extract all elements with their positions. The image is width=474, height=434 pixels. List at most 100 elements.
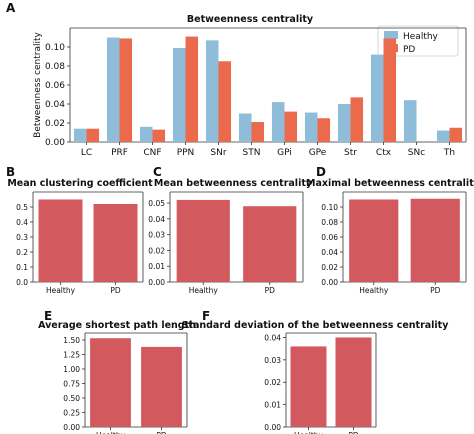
y-axis-label: Betweenness centrality <box>33 32 43 138</box>
panel-b-title: Mean clustering coefficient <box>7 178 153 189</box>
y-tick-label: 1.25 <box>63 350 80 359</box>
x-tick-label: PD <box>110 286 121 295</box>
bar-healthy-snc <box>403 100 417 142</box>
plots-group: 0.00 0.02 0.04 0.06 0.08 0.10 LC PRF CNF PPN SNr ST… <box>16 27 467 434</box>
panel-e-title: Average shortest path length <box>38 320 196 331</box>
y-tick-label: 0.00 <box>321 278 338 287</box>
x-tick-label: PPN <box>177 148 195 158</box>
legend-label-pd: PD <box>403 45 415 55</box>
y-tick-label: 0.03 <box>148 231 165 240</box>
panel-b-letter: B <box>6 165 15 179</box>
bar-pd-ctx <box>383 38 397 143</box>
plot-4: 0.00 0.25 0.50 0.75 1.00 1.25 1.50 Healthy PD <box>63 332 188 434</box>
bar-healthy <box>176 199 230 282</box>
y-tick-label: 0.08 <box>45 62 65 72</box>
y-tick-label: 0.25 <box>63 408 80 417</box>
x-tick-label: SNr <box>210 148 226 158</box>
y-tick-label: 0.04 <box>148 215 165 224</box>
bar-pd <box>141 346 182 427</box>
bar-healthy <box>290 346 327 427</box>
y-tick-label: 0.50 <box>63 394 80 403</box>
x-tick-label: PD <box>265 286 276 295</box>
x-tick-label: Healthy <box>359 286 389 295</box>
bar-healthy <box>38 199 83 282</box>
y-tick-label: 0.06 <box>321 233 338 242</box>
bar-healthy <box>90 338 131 427</box>
y-tick-label: 0.06 <box>45 81 65 91</box>
y-tick-label: 1.50 <box>63 336 80 345</box>
panel-c-letter: C <box>153 165 162 179</box>
y-tick-label: 0.04 <box>264 333 281 342</box>
y-tick-label: 0.00 <box>45 138 65 148</box>
y-tick-label: 0.00 <box>63 423 80 432</box>
y-tick-label: 0.04 <box>45 100 65 110</box>
y-tick-label: 0.01 <box>264 401 281 410</box>
y-tick-label: 0.04 <box>321 248 338 257</box>
panel-e-letter: E <box>44 309 52 323</box>
y-tick-label: 0.10 <box>321 203 338 212</box>
y-tick-label: 0.01 <box>148 262 165 271</box>
bar-healthy-lc <box>73 128 87 142</box>
y-tick-label: 0.4 <box>16 218 28 227</box>
panel-f-title: Standard deviation of the betweenness ce… <box>182 320 450 331</box>
bar-pd <box>335 337 372 427</box>
panel-d-letter: D <box>316 165 326 179</box>
panel-d-title: Maximal betweenness centrality <box>306 178 474 189</box>
x-tick-label: Th <box>443 148 455 158</box>
bar-healthy-cnf <box>139 126 153 142</box>
bar-pd-stn <box>251 122 265 142</box>
bar-healthy-prf <box>106 37 120 142</box>
bar-pd-ppn <box>185 36 199 142</box>
bar-pd-snr <box>218 61 232 142</box>
bar-pd-lc <box>86 128 100 142</box>
x-tick-label: PRF <box>111 148 128 158</box>
x-tick-label: PD <box>430 286 441 295</box>
bar-healthy-ppn <box>172 47 186 143</box>
bar-healthy-str <box>337 104 351 142</box>
bar-pd-cnf <box>152 129 166 142</box>
y-tick-label: 0.00 <box>148 278 165 287</box>
x-tick-label: SNc <box>408 148 425 158</box>
bar-pd-gpe <box>317 118 331 142</box>
bar-pd-th <box>449 127 463 142</box>
bar-healthy-th <box>436 130 450 142</box>
bar-pd <box>410 198 460 282</box>
x-tick-label: Ctx <box>376 148 392 158</box>
x-tick-label: GPi <box>277 148 292 158</box>
y-tick-label: 0.00 <box>264 423 281 432</box>
y-tick-label: 0.1 <box>16 263 28 272</box>
bar-pd <box>243 206 297 282</box>
x-tick-label: Healthy <box>46 286 76 295</box>
y-tick-label: 1.00 <box>63 365 80 374</box>
x-tick-label: Healthy <box>294 431 324 434</box>
bar-pd-str <box>350 97 364 142</box>
y-tick-label: 0.5 <box>16 203 28 212</box>
bar-healthy-gpi <box>271 102 285 142</box>
x-tick-label: LC <box>81 148 92 158</box>
legend-label-healthy: Healthy <box>403 32 439 42</box>
y-tick-label: 0.10 <box>45 43 65 53</box>
panel-a-letter: A <box>6 1 16 15</box>
bar-healthy <box>349 199 399 282</box>
y-tick-label: 0.02 <box>321 263 338 272</box>
panel-f-letter: F <box>202 309 210 323</box>
bar-healthy-ctx <box>370 54 384 142</box>
legend-swatch-healthy <box>384 31 398 39</box>
plot-5: 0.00 0.01 0.02 0.03 0.04 Healthy PD <box>264 332 377 434</box>
panel-a-title: Betweenness centrality <box>187 14 314 25</box>
y-tick-label: 0.02 <box>264 378 281 387</box>
plot-1: 0.0 0.1 0.2 0.3 0.4 0.5 Healthy PD <box>16 191 144 295</box>
y-tick-label: 0.08 <box>321 218 338 227</box>
x-tick-label: STN <box>243 148 261 158</box>
bar-healthy-stn <box>238 113 252 142</box>
x-tick-label: PD <box>348 431 359 434</box>
plot-2: 0.00 0.01 0.02 0.03 0.04 0.05 Healthy PD <box>148 191 304 295</box>
bar-healthy-gpe <box>304 112 318 142</box>
y-tick-label: 0.03 <box>264 356 281 365</box>
bar-healthy-snr <box>205 40 219 142</box>
bar-pd <box>93 204 138 282</box>
x-tick-label: Healthy <box>189 286 219 295</box>
plot-0: 0.00 0.02 0.04 0.06 0.08 0.10 LC PRF CNF PPN SNr ST… <box>33 27 467 158</box>
bar-pd-gpi <box>284 111 298 142</box>
